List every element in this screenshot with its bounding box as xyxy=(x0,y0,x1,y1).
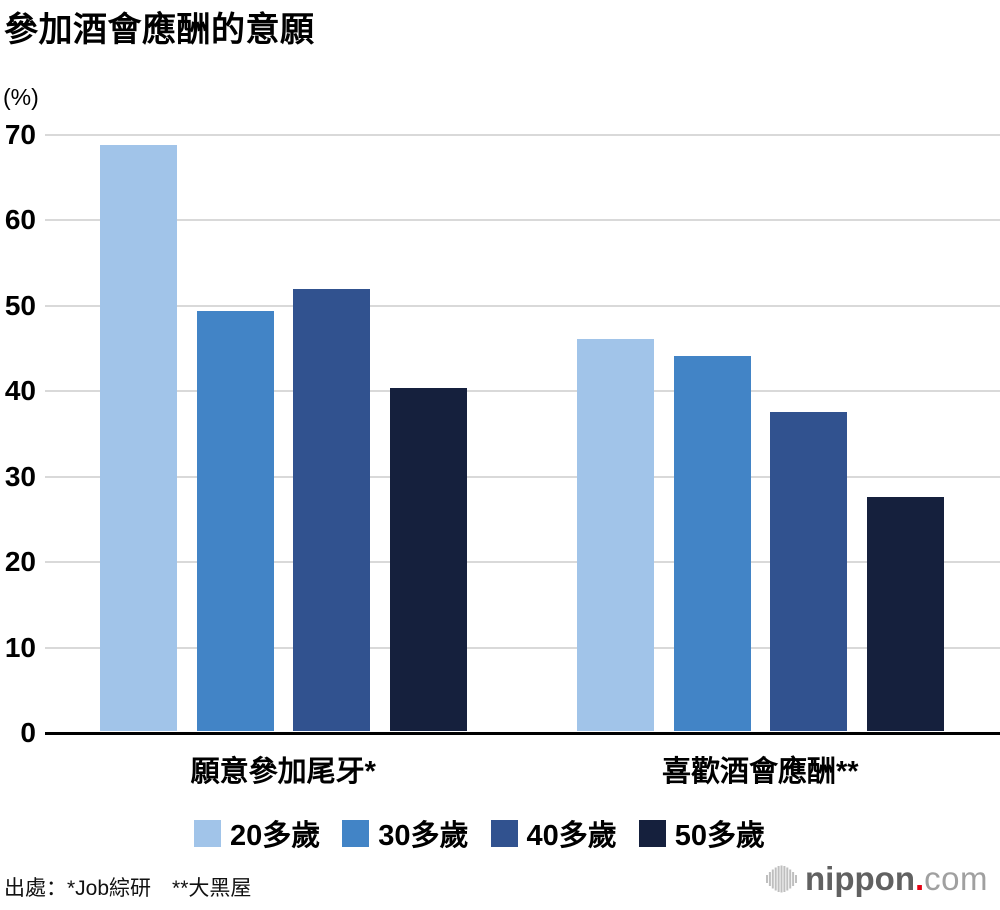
nippon-logo-text: nippon.com xyxy=(805,860,988,898)
category-label-2: 喜歡酒會應酬** xyxy=(661,756,859,788)
legend-label-20多歲: 20多歲 xyxy=(230,820,321,852)
bar-20多歲-願意參加尾牙* xyxy=(100,144,177,732)
gridline-50 xyxy=(45,304,1000,307)
x-axis-line xyxy=(45,731,1000,735)
legend-label-50多歲: 50多歲 xyxy=(674,820,766,852)
source-note: 出處：*Job綜研 **大黑屋 xyxy=(4,877,252,900)
legend-item-40多歲: 40多歲 xyxy=(490,812,617,854)
legend-swatch-40多歲 xyxy=(490,819,518,847)
legend-item-30多歲: 30多歲 xyxy=(342,812,469,854)
gridline-70 xyxy=(45,133,1000,136)
y-tick-label-0: 0 xyxy=(20,717,36,748)
legend-label-40多歲: 40多歲 xyxy=(526,820,617,852)
legend-item-20多歲: 20多歲 xyxy=(194,812,320,854)
gridline-60 xyxy=(45,219,1000,221)
bar-40多歲-願意參加尾牙* xyxy=(293,289,370,732)
legend-item-50多歲: 50多歲 xyxy=(638,812,766,854)
legend: 20多歲 30多歲 40多歲 50多歲 xyxy=(194,812,765,854)
gridline-20 xyxy=(45,561,1000,563)
legend-label-30多歲: 30多歲 xyxy=(378,820,469,852)
category-label-1: 願意參加尾牙* xyxy=(190,756,376,788)
legend-swatch-50多歲 xyxy=(638,819,666,847)
bar-40多歲-喜歡酒會應酬** xyxy=(770,411,847,732)
y-tick-label-10: 10 xyxy=(4,631,36,663)
bar-30多歲-願意參加尾牙* xyxy=(196,311,274,732)
y-tick-label-40: 40 xyxy=(4,375,36,406)
gridline-30 xyxy=(45,475,1000,478)
y-tick-label-50: 50 xyxy=(4,289,36,321)
gridline-40 xyxy=(45,390,1000,392)
logo-name: nippon xyxy=(805,860,915,897)
nippon-logo-icon xyxy=(766,865,798,893)
y-tick-label-20: 20 xyxy=(4,546,36,577)
bar-20多歲-喜歡酒會應酬** xyxy=(577,338,654,732)
bar-50多歲-喜歡酒會應酬** xyxy=(866,497,944,732)
nippon-logo: nippon.com xyxy=(766,860,988,898)
logo-tld: com xyxy=(924,860,988,897)
y-tick-label-70: 70 xyxy=(4,118,36,150)
y-axis-unit-label: (%) xyxy=(3,84,39,110)
legend-swatch-30多歲 xyxy=(342,819,370,847)
chart-title: 參加酒會應酬的意願 xyxy=(4,11,315,49)
y-tick-label-60: 60 xyxy=(4,204,36,235)
bar-30多歲-喜歡酒會應酬** xyxy=(673,355,751,732)
bar-50多歲-願意參加尾牙* xyxy=(389,387,467,732)
legend-swatch-20多歲 xyxy=(194,819,221,847)
y-tick-label-30: 30 xyxy=(4,460,36,492)
gridline-10 xyxy=(45,646,1000,649)
logo-dot: . xyxy=(914,860,925,897)
